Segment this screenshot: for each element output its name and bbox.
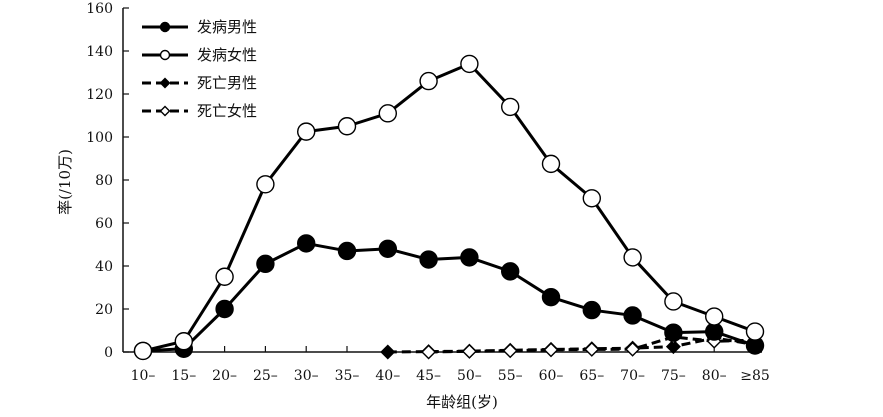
legend-item-mortality-female: 死亡女性 [142, 102, 257, 120]
y-tick-label: 140 [86, 44, 113, 60]
legend-item-incidence-female: 发病女性 [142, 46, 257, 64]
x-tick-label: 35– [335, 368, 360, 384]
data-point-mortality-male [380, 344, 396, 360]
data-point-incidence-female [541, 154, 561, 174]
x-tick-label: 10– [131, 368, 156, 384]
series-incidence-female [133, 54, 765, 361]
data-point-incidence-male [337, 241, 357, 261]
y-axis-ticks: 0 20 40 60 80 100 120 140 160 [86, 1, 129, 361]
data-point-incidence-female [705, 307, 724, 326]
legend-label: 发病男性 [197, 18, 257, 36]
data-point-incidence-male [297, 234, 316, 253]
legend-marker [159, 77, 171, 89]
x-tick-label: 55– [498, 368, 523, 384]
y-tick-label: 120 [86, 87, 113, 103]
data-point-incidence-female [623, 248, 642, 267]
data-point-incidence-male [215, 299, 234, 319]
data-point-incidence-female [297, 122, 316, 141]
data-point-incidence-male [541, 287, 561, 307]
x-tick-label: 20– [212, 368, 237, 384]
x-tick-label: 70– [620, 368, 645, 384]
data-point-incidence-female [215, 267, 234, 286]
y-tick-label: 20 [95, 302, 113, 318]
y-tick-label: 100 [86, 130, 113, 146]
data-point-incidence-female [582, 189, 601, 208]
legend-marker [159, 49, 171, 61]
legend-marker [159, 21, 171, 33]
legend-marker [159, 105, 171, 117]
data-point-mortality-female [502, 343, 518, 359]
legend-item-incidence-male: 发病男性 [142, 18, 257, 36]
data-point-incidence-female [133, 341, 153, 361]
data-point-incidence-male [256, 254, 275, 274]
x-tick-label: 25– [253, 368, 278, 384]
series-mortality-male [380, 330, 763, 360]
data-point-mortality-male [665, 339, 681, 355]
x-tick-label: 50– [457, 368, 482, 384]
y-tick-label: 60 [95, 216, 113, 232]
series-line-incidence-female [142, 62, 756, 353]
x-tick-label: 60– [539, 368, 564, 384]
legend-label: 死亡男性 [197, 74, 257, 92]
data-point-incidence-female [745, 322, 765, 341]
data-point-mortality-female [461, 343, 477, 359]
legend-item-mortality-male: 死亡男性 [142, 74, 257, 92]
data-point-mortality-female [421, 344, 437, 360]
data-point-incidence-female [501, 97, 520, 117]
legend-label: 发病女性 [197, 46, 257, 64]
data-point-incidence-female [337, 117, 357, 136]
x-tick-label: 30– [294, 368, 319, 384]
data-point-incidence-male [419, 250, 438, 269]
x-tick-label: 45– [416, 368, 441, 384]
x-tick-label: 65– [579, 368, 604, 384]
data-point-incidence-female [460, 54, 479, 74]
x-tick-label: 15– [171, 368, 196, 384]
y-tick-label: 0 [104, 345, 113, 361]
series-layer [133, 54, 765, 361]
x-tick-label: 75– [661, 368, 686, 384]
data-point-incidence-female [664, 292, 683, 311]
series-line-mortality-female [428, 335, 756, 354]
data-point-incidence-female [419, 71, 438, 91]
y-tick-label: 40 [95, 259, 113, 275]
x-tick-label: 80– [702, 368, 727, 384]
data-point-incidence-male [623, 306, 642, 325]
legend-label: 死亡女性 [197, 102, 257, 120]
series-line-incidence-male [142, 241, 756, 353]
x-tick-label: 40– [375, 368, 400, 384]
y-tick-label: 80 [95, 173, 113, 189]
data-point-mortality-female [543, 342, 559, 358]
data-point-incidence-male [460, 248, 479, 267]
data-point-incidence-female [378, 104, 397, 123]
x-tick-label: ≥85 [740, 368, 770, 384]
data-point-incidence-male [664, 323, 683, 342]
data-point-incidence-female [256, 175, 275, 194]
x-axis-ticks: 10– 15– 20– 25– 30– 35– 40– 45– 50– 55– 60– 65– 70– 7… [131, 346, 770, 384]
data-point-incidence-male [582, 300, 601, 320]
data-point-mortality-female [584, 341, 600, 357]
data-point-mortality-female [625, 341, 641, 357]
data-point-incidence-male [501, 262, 520, 281]
y-tick-label: 160 [86, 1, 113, 17]
data-point-incidence-female [174, 332, 194, 351]
data-point-incidence-male [378, 239, 397, 259]
x-axis-title: 年龄组(岁) [426, 393, 498, 411]
y-axis-title: 率(/10万) [56, 149, 74, 215]
